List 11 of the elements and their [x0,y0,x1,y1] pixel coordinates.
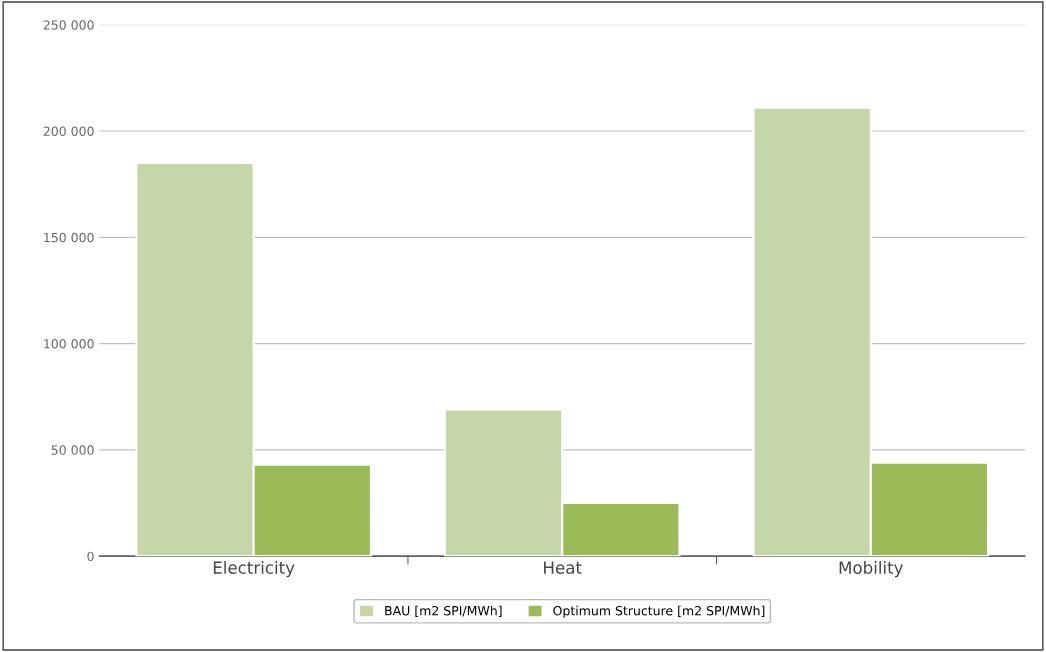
x-tick-label: Heat [544,561,582,574]
y-tick-label: 250 000 [43,20,94,30]
y-tick-label: 100 000 [44,339,94,349]
y-tick-label: 150 000 [44,232,94,243]
y-tick-label: 0 [87,551,94,562]
legend-label: BAU [m2 SPI/MWh] [385,605,502,617]
y-tick-label: 200 000 [43,126,94,136]
y-tick-label: 50 000 [51,445,94,455]
legend-label: Optimum Structure [m2 SPI/MWh] [553,605,765,618]
x-tick-label: Mobility [839,561,904,578]
x-tick-label: Electricity [213,561,295,578]
